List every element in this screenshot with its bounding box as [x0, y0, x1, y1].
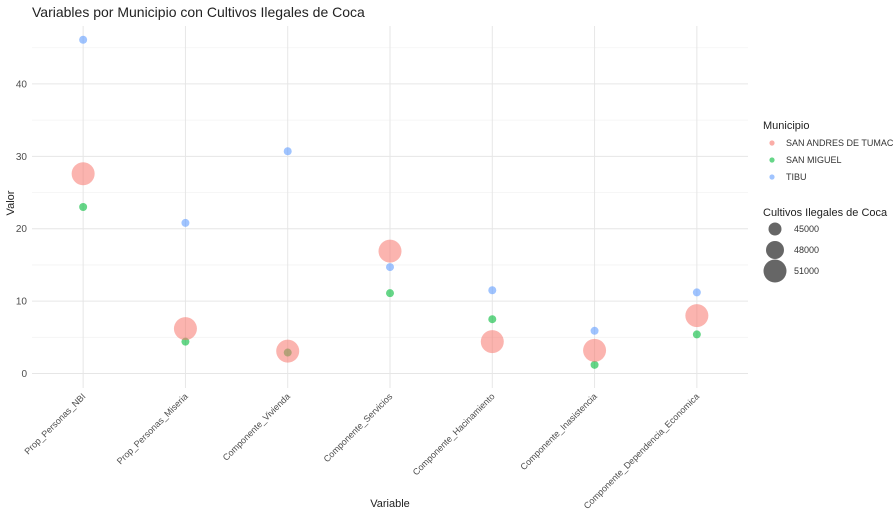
y-tick-label: 10	[16, 297, 28, 308]
x-tick-label: Componente_Hacinamiento	[411, 391, 497, 477]
data-point	[685, 304, 709, 328]
legend-key	[769, 157, 775, 163]
x-axis-title: Variable	[370, 498, 410, 510]
x-tick-label: Prop_Personas_Miseria	[115, 391, 190, 466]
color-legend: Municipio SAN ANDRES DE TUMACO SAN MIGUEL…	[763, 120, 893, 182]
data-point	[590, 360, 599, 369]
y-tick-label: 30	[16, 152, 28, 163]
data-point	[79, 203, 88, 211]
legend-label: TIBU	[786, 172, 807, 182]
x-tick-label: Componente_Vivienda	[221, 391, 292, 462]
data-point	[583, 338, 607, 362]
x-tick-label: Prop_Personas_NBI	[22, 391, 87, 456]
data-point	[386, 263, 394, 272]
size-legend-key	[766, 241, 784, 259]
y-tick-label: 0	[21, 369, 27, 380]
color-legend-title: Municipio	[763, 120, 809, 132]
data-point	[79, 35, 88, 44]
size-legend-key	[768, 222, 782, 236]
x-axis-ticks: Prop_Personas_NBI Prop_Personas_Miseria Co…	[22, 391, 701, 510]
size-legend-title: Cultivos Ilegales de Coca	[763, 207, 888, 219]
data-point	[378, 239, 402, 263]
size-legend-label: 45000	[794, 224, 819, 234]
legend-label: SAN ANDRES DE TUMACO	[786, 138, 893, 148]
size-legend-label: 51000	[794, 266, 819, 276]
size-legend: Cultivos Ilegales de Coca 45000 48000 5100…	[763, 207, 888, 283]
x-tick-label: Componente_Servicios	[322, 391, 395, 464]
x-tick-label: Componente_Dependencia_Economica	[582, 391, 702, 510]
data-point	[283, 147, 292, 156]
data-point	[181, 218, 190, 227]
x-tick-label: Componente_Inasistencia	[518, 391, 599, 472]
data-point	[488, 315, 497, 324]
legend-key	[769, 174, 775, 180]
legend-key	[769, 140, 775, 146]
y-axis-title: Valor	[5, 190, 17, 215]
grid	[32, 26, 748, 388]
size-legend-label: 48000	[794, 245, 819, 255]
data-point	[488, 286, 497, 295]
data-point	[173, 317, 197, 341]
chart-title: Variables por Municipio con Cultivos Ile…	[32, 4, 365, 20]
legend-label: SAN MIGUEL	[786, 155, 842, 165]
data-point	[692, 288, 701, 297]
data-point	[480, 330, 504, 354]
y-tick-label: 40	[16, 79, 28, 90]
data-point	[71, 162, 95, 186]
data-points	[71, 35, 709, 369]
y-tick-label: 20	[16, 224, 28, 235]
size-legend-key	[763, 259, 787, 283]
data-point	[692, 330, 701, 339]
data-point	[276, 339, 300, 363]
y-axis-ticks: 0 10 20 30 40	[16, 79, 28, 380]
data-point	[590, 326, 599, 335]
data-point	[386, 289, 394, 298]
